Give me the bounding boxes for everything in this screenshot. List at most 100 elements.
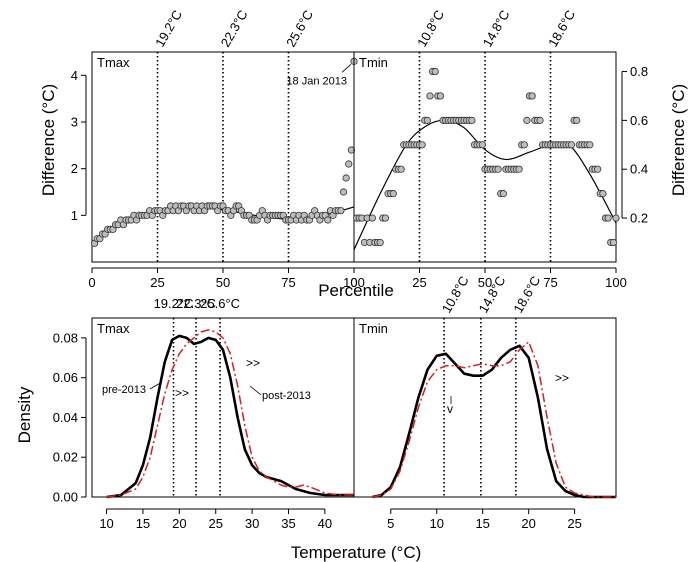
x-tick-label: 25 <box>150 275 164 290</box>
density-line <box>372 341 616 498</box>
shared-xlabel-top: Percentile <box>318 281 394 300</box>
data-point <box>436 92 445 100</box>
data-point <box>337 207 345 215</box>
x-tick-label: 75 <box>281 275 295 290</box>
x-tick-label: 75 <box>543 275 557 290</box>
x-tick-label: 100 <box>605 275 627 290</box>
x-tick-label: 15 <box>475 516 489 531</box>
data-point <box>324 216 332 224</box>
annotation-leader <box>249 385 262 396</box>
y-tick-label: 0.04 <box>53 410 78 425</box>
data-point <box>347 146 355 154</box>
data-point <box>426 92 434 100</box>
y-tick-label: 4 <box>71 68 78 83</box>
reference-line-label: 19.2°C <box>154 296 194 311</box>
density-line <box>106 329 354 498</box>
data-point <box>342 174 350 182</box>
y-tick-label: 0.00 <box>53 490 78 505</box>
annotation-text: >> <box>246 356 260 370</box>
data-point <box>381 214 390 222</box>
ylabel-top-right: Difference (°C) <box>669 84 688 196</box>
x-tick-label: 20 <box>521 516 535 531</box>
x-tick-label: 100 <box>343 275 365 290</box>
x-tick-label: 5 <box>387 516 394 531</box>
x-tick-label: 50 <box>478 275 492 290</box>
x-tick-label: 15 <box>136 516 150 531</box>
reference-line-label: 18.6°C <box>545 7 578 49</box>
data-point <box>478 141 486 149</box>
panel-frame <box>353 317 617 498</box>
data-point <box>523 116 531 124</box>
y-tick-label: 0.6 <box>630 113 648 128</box>
x-tick-label: 0 <box>88 275 95 290</box>
data-point <box>499 190 507 198</box>
data-point <box>468 116 476 124</box>
reference-line-label: 25.6°C <box>283 7 316 49</box>
reference-line-label: 14.8°C <box>480 7 513 49</box>
data-point <box>609 238 617 247</box>
data-point <box>599 190 607 198</box>
annotation-text: >> <box>555 371 569 385</box>
data-point <box>594 165 602 173</box>
annotation-leader <box>149 381 163 390</box>
x-tick-label: 25 <box>412 275 426 290</box>
data-point <box>397 165 405 173</box>
x-tick-label: 20 <box>172 516 186 531</box>
x-tick-label: 25 <box>567 516 581 531</box>
data-point <box>604 214 612 222</box>
y-tick-label: 1 <box>71 208 78 223</box>
reference-line-label: 10.8°C <box>439 273 472 315</box>
reference-line-label: 25.6°C <box>200 296 240 311</box>
data-point <box>423 116 431 124</box>
x-tick-label: 30 <box>245 516 259 531</box>
data-point <box>567 141 576 149</box>
reference-line-label: 10.8°C <box>414 7 447 49</box>
reference-line-label: 22.3°C <box>176 296 216 311</box>
reference-line-label: 22.3°C <box>218 7 251 49</box>
data-point <box>612 214 620 222</box>
shared-xlabel-bottom: Temperature (°C) <box>291 543 422 562</box>
panel-label: Tmax <box>97 321 130 336</box>
annotation-text: 18 Jan 2013 <box>286 75 347 87</box>
density-line <box>106 334 354 499</box>
y-tick-label: 0.06 <box>53 370 78 385</box>
annotation-text: >> <box>175 386 189 400</box>
data-point <box>528 92 536 100</box>
x-tick-label: 40 <box>318 516 332 531</box>
reference-line-label: 19.2°C <box>152 7 185 49</box>
data-point <box>376 238 384 247</box>
x-tick-label: 10 <box>99 516 113 531</box>
y-tick-label: 0.08 <box>53 330 78 345</box>
reference-line-label: 18.6°C <box>510 273 543 315</box>
x-tick-label: 0 <box>350 275 357 290</box>
x-tick-label: 25 <box>208 516 222 531</box>
data-point <box>389 190 397 198</box>
annotation-text: post-2013 <box>262 390 311 402</box>
y-tick-label: 3 <box>71 115 78 130</box>
x-tick-label: 35 <box>281 516 295 531</box>
x-tick-label: 10 <box>430 516 444 531</box>
y-tick-label: 0.02 <box>53 450 78 465</box>
y-tick-label: 0.4 <box>630 162 648 177</box>
panel-label: Tmax <box>97 55 130 70</box>
annotation-leader <box>341 64 352 73</box>
panel-frame <box>91 317 355 498</box>
y-tick-label: 0.8 <box>630 64 648 79</box>
data-point <box>368 214 376 222</box>
x-tick-label: 50 <box>216 275 230 290</box>
data-point <box>494 165 502 173</box>
ylabel-top-left: Difference (°C) <box>39 84 58 196</box>
data-point <box>586 141 594 149</box>
panel-label: Tmin <box>359 55 388 70</box>
data-point <box>515 165 523 173</box>
panel-label: Tmin <box>359 321 388 336</box>
data-point <box>520 141 528 149</box>
y-tick-label: 0.2 <box>630 211 648 226</box>
ylabel-bottom: Density <box>15 386 34 443</box>
data-point <box>418 141 426 149</box>
annotation-text: v <box>447 402 453 416</box>
annotation-text: pre-2013 <box>102 384 146 396</box>
data-point <box>536 116 544 124</box>
